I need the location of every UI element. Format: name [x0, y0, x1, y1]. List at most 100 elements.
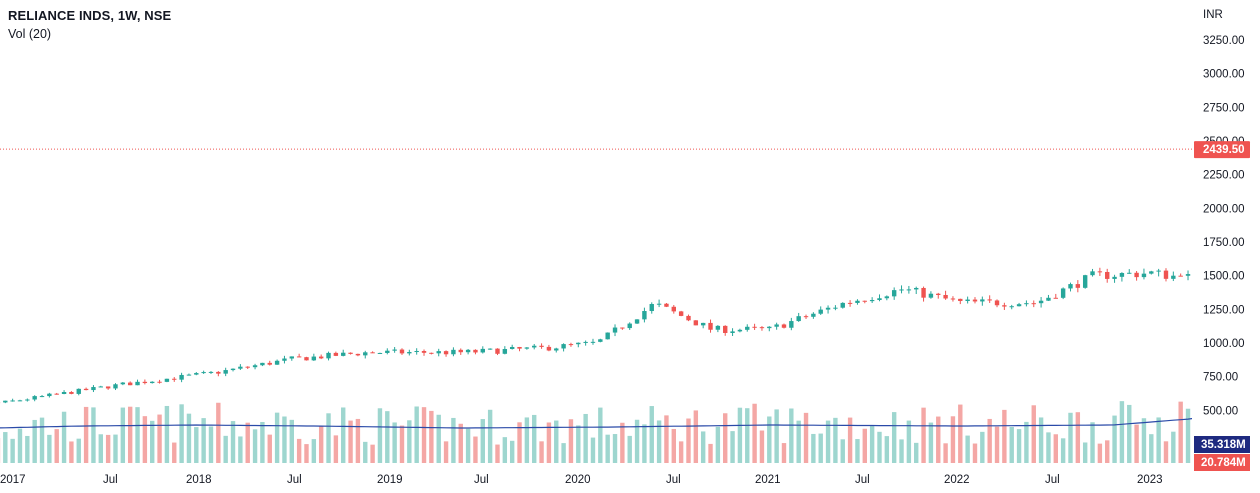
chart-legend: RELIANCE INDS, 1W, NSE Vol (20) — [8, 7, 171, 43]
volume-bar — [664, 415, 669, 463]
candle-body — [936, 293, 941, 295]
volume-bar — [943, 443, 948, 463]
candle-body — [135, 381, 140, 386]
candle-body — [157, 381, 162, 383]
volume-bar — [127, 406, 133, 463]
candle-body — [3, 400, 8, 403]
candle-body — [745, 326, 750, 330]
candle-body — [767, 326, 772, 329]
volume-bar — [91, 407, 96, 463]
candle-body — [994, 300, 1000, 306]
volume-bar — [598, 407, 603, 463]
volume-ma-line — [0, 408, 1260, 429]
volume-bar — [686, 418, 691, 463]
x-tick-label: Jul — [666, 474, 681, 486]
candle-body — [17, 400, 23, 402]
candle-body — [69, 391, 74, 394]
x-tick-label: Jul — [103, 474, 118, 486]
volume-bar — [715, 426, 721, 463]
candle-body — [473, 349, 478, 353]
volume-bar — [311, 439, 317, 463]
candle-body — [1141, 273, 1147, 278]
y-tick-label: 2750.00 — [1203, 102, 1245, 114]
volume-bar — [914, 442, 919, 463]
volume-bar — [678, 441, 684, 463]
candle-body — [311, 356, 317, 361]
volume-bar — [1009, 426, 1014, 463]
candle-body — [928, 293, 934, 298]
candle-body — [906, 289, 912, 291]
volume-bar — [737, 407, 743, 463]
volume-bar — [385, 411, 390, 463]
volume-bar — [869, 425, 875, 463]
volume-bar — [693, 410, 699, 463]
y-tick-label: 2000.00 — [1203, 203, 1245, 215]
x-tick-label: Jul — [1045, 474, 1060, 486]
volume-bar — [172, 442, 177, 463]
volume-bar — [1119, 401, 1125, 463]
volume-bar — [392, 422, 397, 463]
candle-body — [642, 311, 647, 320]
volume-bar — [796, 420, 801, 463]
candle-body — [172, 378, 177, 380]
candle-body — [517, 346, 522, 349]
x-tick-label: 2022 — [944, 474, 970, 486]
candle-body — [987, 299, 992, 301]
candle-body — [1053, 297, 1058, 299]
x-tick-label: 2019 — [377, 474, 403, 486]
candle-body — [914, 287, 919, 290]
volume-bar — [429, 410, 434, 463]
candle-body — [47, 393, 52, 397]
candle-body — [76, 388, 81, 394]
candle-body — [10, 400, 15, 402]
volume-bar — [1090, 422, 1095, 463]
candle-body — [392, 349, 397, 351]
price-axis-bg — [1192, 0, 1260, 493]
volume-bar — [921, 407, 926, 463]
x-tick-label: 2023 — [1137, 474, 1163, 486]
candle-body — [546, 346, 552, 351]
candle-body — [1002, 305, 1007, 307]
volume-bar — [142, 416, 148, 463]
candle-body — [1163, 270, 1169, 279]
volume-bar — [245, 422, 250, 463]
volume-bar — [54, 429, 59, 463]
volume-bar — [730, 431, 735, 463]
candle-body — [355, 353, 361, 356]
volume-bar — [179, 404, 184, 463]
volume-bar — [377, 408, 383, 463]
volume-indicator-label[interactable]: Vol (20) — [8, 27, 52, 41]
candle-body — [1097, 271, 1103, 273]
volume-bar — [906, 420, 912, 463]
candle-body — [333, 352, 339, 356]
candle-body — [208, 371, 214, 373]
x-tick-label: 2018 — [186, 474, 212, 486]
candle-body — [627, 323, 632, 329]
candle-body — [186, 374, 192, 376]
y-tick-label: 1750.00 — [1203, 237, 1245, 249]
candle-body — [700, 322, 706, 326]
volume-bar — [3, 432, 8, 463]
volume-bar — [487, 409, 493, 463]
candle-body — [1185, 274, 1191, 276]
volume-bar — [502, 437, 508, 463]
volume-bar — [1178, 401, 1183, 463]
x-tick-label: Jul — [287, 474, 302, 486]
volume-bar — [1156, 417, 1161, 463]
volume-ma-label: 35.318M — [1201, 439, 1246, 451]
volume-bar — [539, 441, 544, 463]
candle-body — [451, 349, 456, 355]
candle-body — [598, 339, 603, 342]
candle-body — [1068, 284, 1073, 289]
candle-body — [1156, 270, 1161, 272]
volume-bar — [524, 417, 530, 463]
volume-bar — [532, 414, 537, 463]
volume-bar — [605, 434, 610, 463]
candle-body — [803, 316, 809, 318]
volume-bar — [61, 411, 67, 463]
candle-body — [1105, 271, 1110, 279]
volume-bar — [407, 420, 412, 463]
volume-bar — [25, 435, 30, 463]
